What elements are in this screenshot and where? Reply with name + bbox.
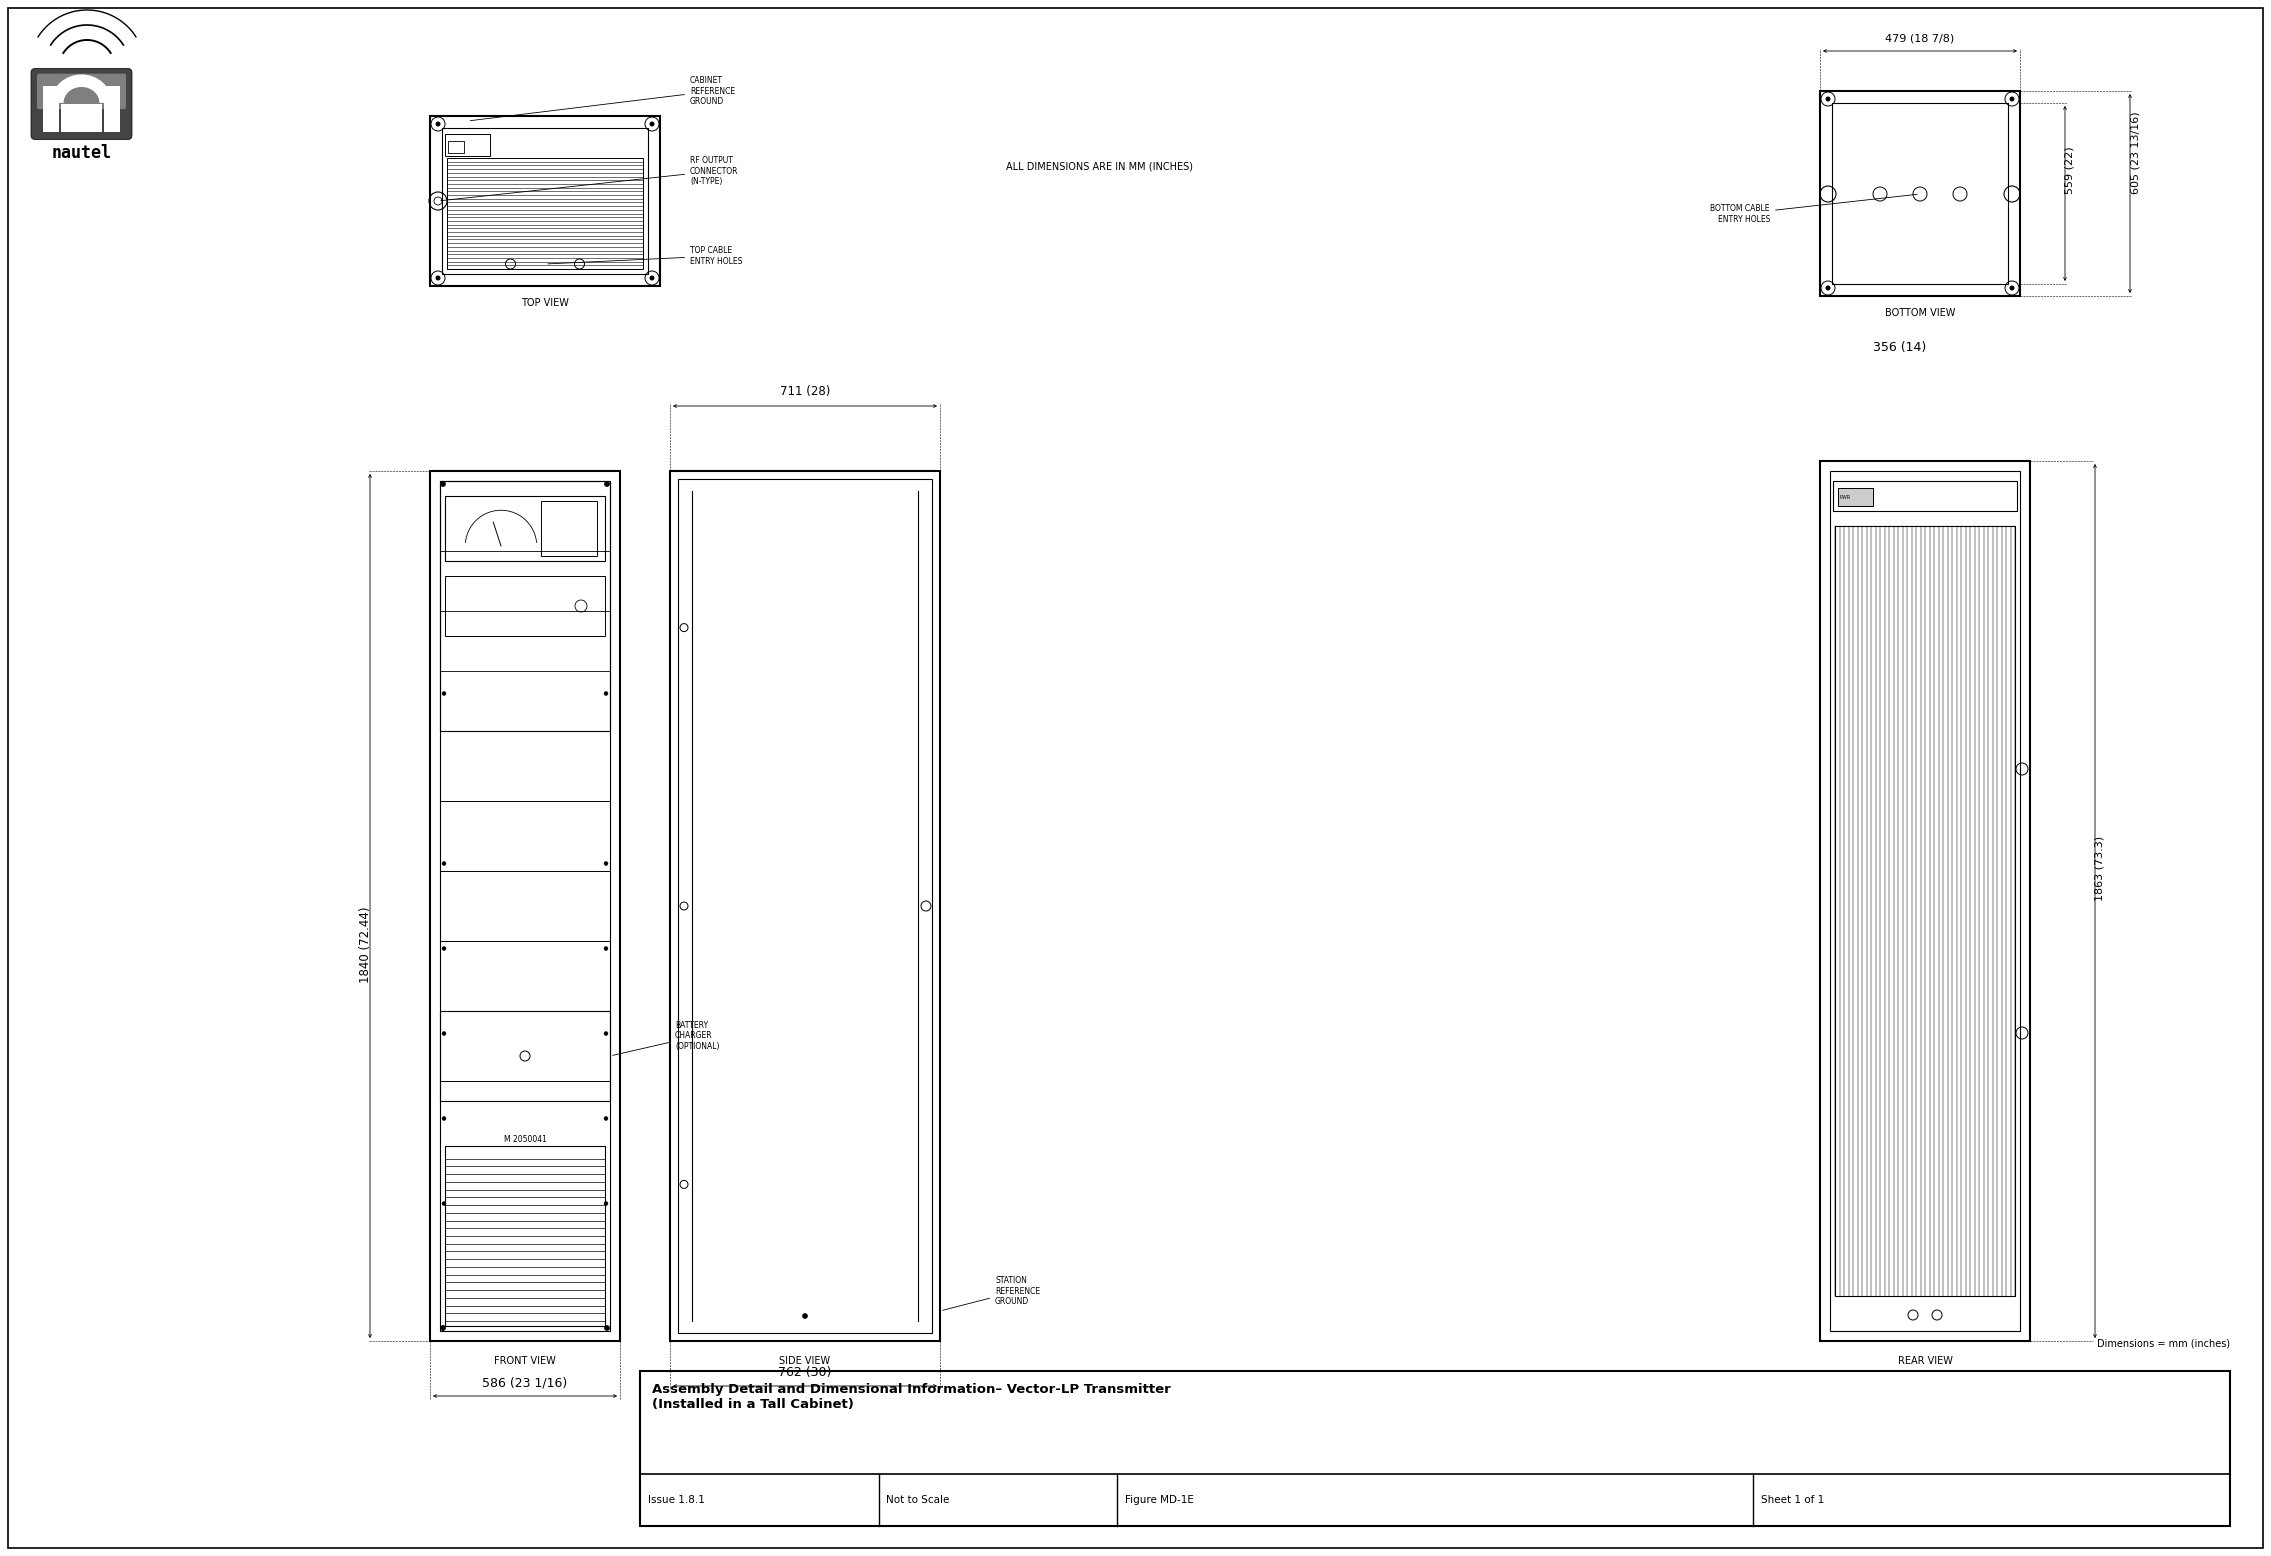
Circle shape — [443, 862, 445, 865]
Text: Issue 1.8.1: Issue 1.8.1 — [647, 1495, 704, 1505]
Text: Figure MD-1E: Figure MD-1E — [1124, 1495, 1195, 1505]
Bar — [445, 1147, 604, 1326]
Circle shape — [604, 1117, 609, 1120]
Text: Not to Scale: Not to Scale — [886, 1495, 949, 1505]
Circle shape — [604, 1032, 609, 1035]
Circle shape — [443, 1117, 445, 1120]
Text: TOP CABLE
ENTRY HOLES: TOP CABLE ENTRY HOLES — [547, 246, 743, 266]
Bar — [1837, 489, 1874, 506]
Text: 1863 (73.3): 1863 (73.3) — [2096, 836, 2105, 901]
Circle shape — [604, 862, 609, 865]
Bar — [441, 1011, 611, 1102]
Circle shape — [2010, 286, 2014, 289]
Text: PWR: PWR — [1840, 495, 1851, 499]
Bar — [670, 471, 940, 1341]
Circle shape — [441, 481, 445, 487]
Bar — [1819, 90, 2019, 296]
FancyBboxPatch shape — [36, 73, 125, 109]
Circle shape — [604, 1326, 609, 1330]
Bar — [1835, 526, 2014, 1296]
Bar — [1833, 481, 2017, 510]
Circle shape — [436, 121, 441, 126]
Bar — [1830, 471, 2019, 1330]
Bar — [445, 576, 604, 636]
Text: 605 (23 13/16): 605 (23 13/16) — [2130, 110, 2139, 193]
Circle shape — [604, 1201, 609, 1206]
Bar — [540, 501, 597, 555]
Text: TOP VIEW: TOP VIEW — [520, 299, 570, 308]
Circle shape — [1826, 286, 1830, 289]
Bar — [104, 86, 120, 132]
Bar — [61, 104, 102, 132]
Circle shape — [443, 1201, 445, 1206]
Bar — [441, 481, 611, 731]
Circle shape — [650, 275, 654, 280]
Text: RF OUTPUT
CONNECTOR
(N-TYPE): RF OUTPUT CONNECTOR (N-TYPE) — [441, 156, 738, 201]
Circle shape — [1826, 96, 1830, 101]
Circle shape — [604, 946, 609, 951]
Text: Sheet 1 of 1: Sheet 1 of 1 — [1760, 1495, 1824, 1505]
Bar — [1819, 461, 2030, 1341]
Text: 762 (30): 762 (30) — [779, 1366, 831, 1379]
Bar — [429, 117, 661, 286]
Text: 479 (18 7/8): 479 (18 7/8) — [1885, 33, 1955, 44]
Text: Dimensions = mm (inches): Dimensions = mm (inches) — [2096, 1340, 2230, 1349]
Text: 1840 (72.44): 1840 (72.44) — [359, 906, 372, 982]
Circle shape — [443, 691, 445, 696]
Text: 559 (22): 559 (22) — [2064, 146, 2076, 193]
Bar — [679, 479, 931, 1333]
Circle shape — [604, 691, 609, 696]
Circle shape — [604, 481, 609, 487]
Text: FRONT VIEW: FRONT VIEW — [495, 1355, 556, 1366]
Text: BOTTOM VIEW: BOTTOM VIEW — [1885, 308, 1955, 317]
Text: STATION
REFERENCE
GROUND: STATION REFERENCE GROUND — [942, 1276, 1040, 1310]
Circle shape — [441, 1326, 445, 1330]
Bar — [445, 134, 491, 156]
Text: Assembly Detail and Dimensional Information– Vector-LP Transmitter
(Installed in: Assembly Detail and Dimensional Informat… — [652, 1383, 1172, 1411]
Text: ALL DIMENSIONS ARE IN MM (INCHES): ALL DIMENSIONS ARE IN MM (INCHES) — [1006, 160, 1195, 171]
Bar — [1833, 103, 2008, 285]
Text: 586 (23 1/16): 586 (23 1/16) — [481, 1376, 568, 1390]
Text: BATTERY
CHARGER
(OPTIONAL): BATTERY CHARGER (OPTIONAL) — [613, 1021, 720, 1055]
Bar — [640, 1371, 2230, 1526]
Circle shape — [443, 1032, 445, 1035]
Bar — [443, 128, 647, 274]
Circle shape — [802, 1313, 808, 1318]
Text: CABINET
REFERENCE
GROUND: CABINET REFERENCE GROUND — [470, 76, 736, 121]
FancyBboxPatch shape — [32, 68, 132, 140]
Text: M 2050041: M 2050041 — [504, 1134, 547, 1144]
Bar — [43, 86, 59, 132]
Bar — [441, 481, 611, 1330]
Circle shape — [2010, 96, 2014, 101]
Circle shape — [650, 121, 654, 126]
Circle shape — [436, 275, 441, 280]
Text: REAR VIEW: REAR VIEW — [1899, 1355, 1953, 1366]
Text: 711 (28): 711 (28) — [779, 384, 831, 398]
Text: BOTTOM CABLE
ENTRY HOLES: BOTTOM CABLE ENTRY HOLES — [1710, 194, 1917, 224]
Bar — [429, 471, 620, 1341]
Text: nautel: nautel — [52, 143, 111, 162]
Bar — [447, 142, 463, 152]
Bar — [445, 496, 604, 562]
Text: SIDE VIEW: SIDE VIEW — [779, 1355, 831, 1366]
Circle shape — [443, 946, 445, 951]
Bar — [447, 159, 643, 269]
Text: 356 (14): 356 (14) — [1874, 341, 1926, 355]
